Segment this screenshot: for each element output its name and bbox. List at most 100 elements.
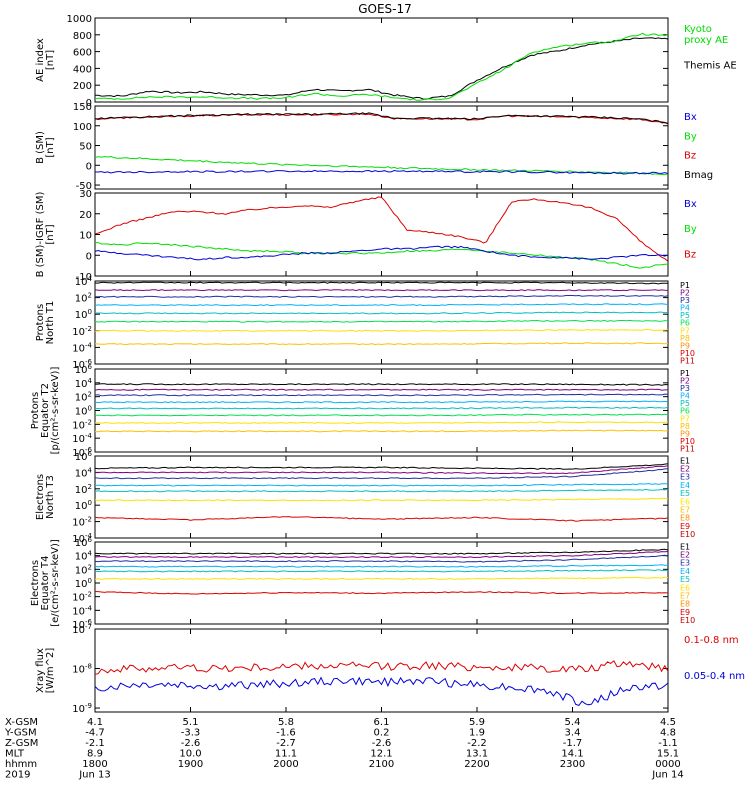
- legend-entry: E6: [680, 497, 690, 506]
- series-line-p7: [95, 421, 668, 424]
- x-axis-value: 2000: [273, 759, 298, 770]
- x-axis-value: -2.6: [372, 738, 392, 749]
- y-tick-label: -10: [76, 272, 92, 283]
- y-tick-label: 106: [75, 450, 93, 463]
- y-tick-label: 20: [79, 210, 92, 221]
- x-axis-row-label: 2019: [5, 770, 30, 781]
- panel-xray: 10-7 10-8 10-9 Xray flux[W/m^2] 0.1-0.8 nm 0.…: [35, 623, 745, 715]
- x-axis-value: 4.1: [87, 717, 103, 728]
- series-line-p8: [95, 429, 668, 433]
- x-axis-value: 5.1: [183, 717, 199, 728]
- legend-entry: P4: [680, 392, 690, 401]
- y-tick-label: 0: [86, 161, 92, 172]
- x-axis-value: 2200: [464, 759, 489, 770]
- legend-entry: E1: [680, 456, 690, 465]
- legend-entry: P10: [680, 437, 695, 446]
- panel-frame: [94, 280, 669, 365]
- legend-entry: P9: [680, 341, 690, 350]
- panel-frame: [94, 105, 669, 190]
- legend-entry: E3: [680, 559, 690, 568]
- panel-frame: [94, 455, 669, 539]
- x-axis-value: 2100: [369, 759, 394, 770]
- legend-entry: E8: [680, 514, 690, 523]
- panel-e-equator: 10610410210010-210-410-6ElectronsEquator…: [30, 536, 695, 631]
- legend-entry: P4: [680, 304, 690, 313]
- legend-entry: E9: [680, 608, 690, 617]
- x-axis-value: -2.7: [276, 738, 296, 749]
- x-axis-row-label: hhmm: [5, 759, 37, 770]
- series-line-p5: [95, 406, 668, 410]
- legend-entry: P1: [680, 281, 690, 290]
- y-tick-label: 150: [73, 102, 92, 113]
- legend-entry: E2: [680, 464, 690, 473]
- legend-entry: P11: [680, 444, 695, 453]
- y-tick-label: 102: [75, 391, 92, 404]
- legend-entry: E1: [680, 542, 690, 551]
- series-line-e5: [95, 569, 668, 573]
- x-axis-value: Jun 14: [651, 770, 684, 781]
- x-axis-value: -1.6: [276, 728, 296, 739]
- x-axis-value: 0000: [655, 759, 680, 770]
- y-tick-label: 100: [75, 499, 92, 512]
- y-tick-label: 10-4: [72, 432, 92, 445]
- series-line-p1: [95, 383, 668, 386]
- panel-frame: [94, 628, 669, 713]
- series-line-p6: [95, 319, 668, 323]
- legend-entry: E5: [680, 575, 690, 584]
- series-line-kyoto-proxy-ae: [95, 32, 668, 101]
- y-tick-label: 10-2: [72, 516, 92, 529]
- legend-entry: P3: [680, 296, 690, 305]
- legend-entry: Bx: [684, 112, 697, 123]
- legend-entry: P11: [680, 356, 695, 365]
- series-line-e3: [95, 554, 668, 563]
- legend-entry: E6: [680, 583, 690, 592]
- panel-ae: 1000 800 600 400 200 0 AE index[nT] Kyoto proxy …: [35, 14, 737, 109]
- y-tick-label: 0: [86, 98, 92, 109]
- series-line-e4: [95, 564, 668, 568]
- x-axis-row-label: X-GSM: [5, 717, 38, 728]
- y-axis-label: ProtonsEquator T2[p/(cm²-s-sr-keV)]: [30, 367, 61, 455]
- x-axis-row-label: Y-GSM: [4, 728, 37, 739]
- x-axis-value: 1800: [82, 759, 107, 770]
- series-line-p4: [95, 400, 668, 404]
- series-line-by: [95, 155, 668, 176]
- y-tick-label: 100: [75, 577, 92, 590]
- y-tick-label: 10: [79, 231, 92, 242]
- y-tick-label: -50: [76, 181, 92, 192]
- series-line-e2: [95, 465, 668, 475]
- legend-entry: P3: [680, 384, 690, 393]
- y-tick-label: 0: [86, 251, 92, 262]
- x-axis-value: -2.2: [467, 738, 487, 749]
- y-axis-label: Xray flux[W/m^2]: [35, 648, 56, 694]
- series-line-0-1-0-8-nm: [95, 660, 668, 675]
- y-tick-label: 30: [79, 189, 92, 200]
- y-tick-label: 400: [73, 64, 92, 75]
- y-axis-label: ElectronsNorth T3: [35, 474, 56, 520]
- y-tick-label: 100: [75, 308, 92, 321]
- legend-entry: P6: [680, 407, 690, 416]
- legend-entry: By: [684, 131, 697, 142]
- y-tick-label: 50: [79, 142, 92, 153]
- series-line-e1: [95, 463, 668, 470]
- x-axis-value: 13.1: [466, 749, 488, 760]
- legend-entry: E4: [680, 567, 690, 576]
- legend-entry: E9: [680, 522, 690, 531]
- y-tick-label: 10-4: [72, 341, 92, 354]
- series-line-e6: [95, 497, 668, 502]
- series-line-bz: [95, 196, 668, 262]
- y-tick-label: 600: [73, 48, 92, 59]
- series-line-p5: [95, 311, 668, 315]
- y-tick-label: 100: [75, 405, 92, 418]
- x-axis-value: 8.9: [87, 749, 103, 760]
- x-axis-value: 0.2: [374, 728, 390, 739]
- legend-entry: E8: [680, 600, 690, 609]
- y-tick-label: 10-2: [72, 591, 92, 604]
- x-axis-row-label: MLT: [5, 749, 25, 760]
- x-axis-row-label: Z-GSM: [5, 738, 38, 749]
- legend-entry: 0.1-0.8 nm: [684, 635, 739, 646]
- series-line-e9: [95, 591, 668, 595]
